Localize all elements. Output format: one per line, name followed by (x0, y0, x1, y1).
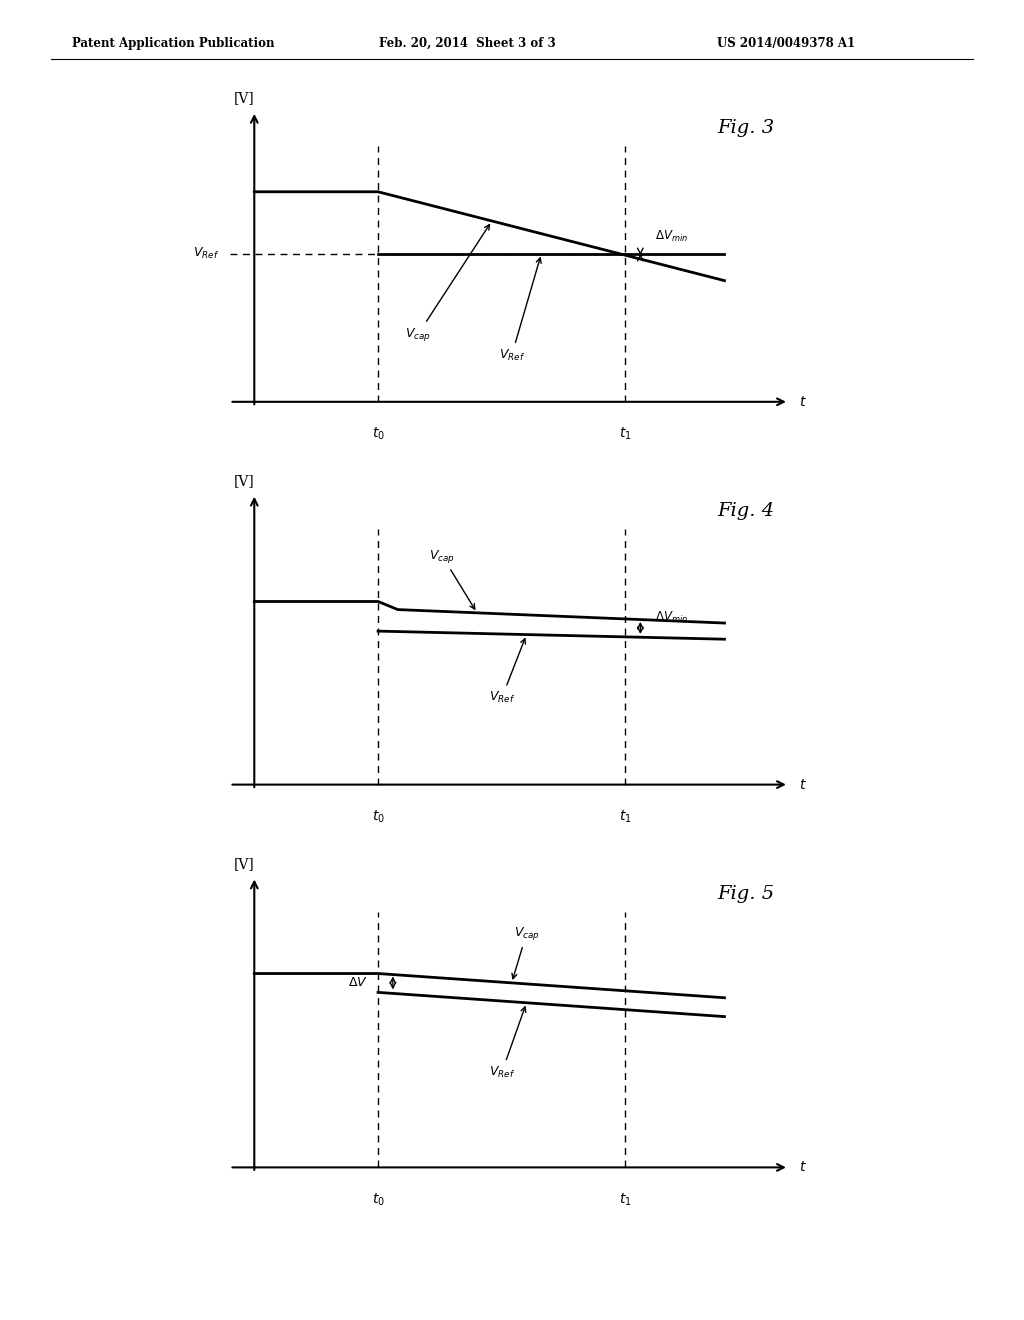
Text: $t_1$: $t_1$ (620, 1192, 632, 1208)
Text: $t_0$: $t_0$ (372, 809, 384, 825)
Text: Patent Application Publication: Patent Application Publication (72, 37, 274, 50)
Text: $\Delta V$: $\Delta V$ (348, 977, 369, 990)
Text: $t_0$: $t_0$ (372, 426, 384, 442)
Text: US 2014/0049378 A1: US 2014/0049378 A1 (717, 37, 855, 50)
Text: Feb. 20, 2014  Sheet 3 of 3: Feb. 20, 2014 Sheet 3 of 3 (379, 37, 556, 50)
Text: $V_{Ref}$: $V_{Ref}$ (488, 1007, 525, 1080)
Text: $t$: $t$ (799, 777, 807, 792)
Text: $V_{cap}$: $V_{cap}$ (429, 548, 475, 609)
Text: $\Delta V_{min}$: $\Delta V_{min}$ (655, 228, 688, 244)
Text: $V_{Ref}$: $V_{Ref}$ (488, 639, 525, 705)
Text: [V]: [V] (234, 474, 255, 488)
Text: $t_1$: $t_1$ (620, 809, 632, 825)
Text: [V]: [V] (234, 857, 255, 871)
Text: $t$: $t$ (799, 395, 807, 409)
Text: $\Delta V_{min}$: $\Delta V_{min}$ (655, 610, 688, 626)
Text: $V_{cap}$: $V_{cap}$ (512, 925, 540, 978)
Text: $V_{Ref}$: $V_{Ref}$ (194, 246, 220, 261)
Text: $V_{cap}$: $V_{cap}$ (404, 224, 489, 343)
Text: $t_0$: $t_0$ (372, 1192, 384, 1208)
Text: Fig. 4: Fig. 4 (717, 502, 774, 520)
Text: [V]: [V] (234, 91, 255, 106)
Text: Fig. 3: Fig. 3 (717, 119, 774, 137)
Text: Fig. 5: Fig. 5 (717, 884, 774, 903)
Text: $t$: $t$ (799, 1160, 807, 1175)
Text: $t_1$: $t_1$ (620, 426, 632, 442)
Text: $V_{Ref}$: $V_{Ref}$ (499, 257, 541, 363)
